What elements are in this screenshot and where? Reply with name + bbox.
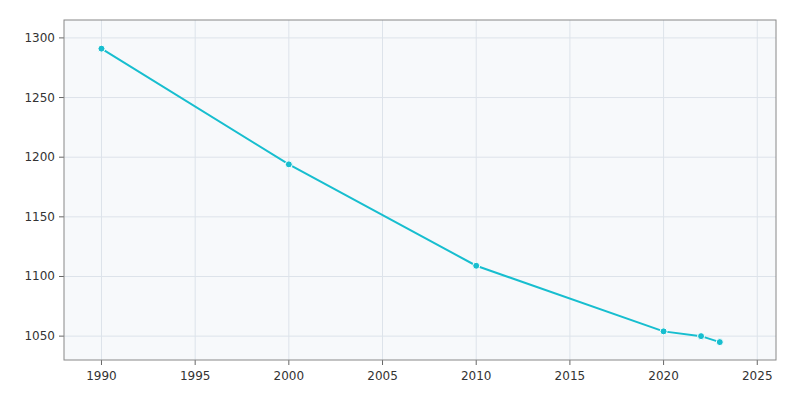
x-tick-label: 2025 [742, 369, 773, 383]
y-tick [59, 157, 64, 158]
plot-background [64, 20, 776, 360]
y-tick-label: 1100 [24, 269, 55, 283]
y-tick-label: 1300 [24, 31, 55, 45]
y-grid-line [64, 216, 776, 217]
point [98, 45, 105, 52]
point [716, 339, 723, 346]
line [101, 49, 719, 342]
axes: 1990 1995 2000 2005 2010 2015 2020 2025 1050 1100… [24, 31, 772, 383]
point [660, 328, 667, 335]
point [473, 262, 480, 269]
y-tick-label: 1050 [24, 329, 55, 343]
grid [64, 20, 776, 360]
y-tick [59, 37, 64, 38]
y-tick-label: 1150 [24, 210, 55, 224]
y-grid-line [64, 276, 776, 277]
x-tick-label: 2005 [367, 369, 398, 383]
x-grid-line [663, 20, 664, 360]
y-tick [59, 336, 64, 337]
x-grid-line [101, 20, 102, 360]
y-tick [59, 97, 64, 98]
x-tick [101, 360, 102, 365]
x-grid-line [288, 20, 289, 360]
y-tick-label: 1200 [24, 150, 55, 164]
x-tick [476, 360, 477, 365]
x-grid-line [382, 20, 383, 360]
x-grid-line [476, 20, 477, 360]
x-tick-label: 2020 [648, 369, 679, 383]
chart-container: 1990 1995 2000 2005 2010 2015 2020 2025 1050 1100… [0, 0, 800, 400]
x-tick [195, 360, 196, 365]
point [285, 161, 292, 168]
y-grid-line [64, 336, 776, 337]
x-tick [569, 360, 570, 365]
x-tick [382, 360, 383, 365]
chart-svg: 1990 1995 2000 2005 2010 2015 2020 2025 1050 1100… [0, 0, 800, 400]
y-grid-line [64, 37, 776, 38]
plot-frame [64, 20, 776, 360]
x-tick-label: 1995 [180, 369, 211, 383]
y-tick [59, 216, 64, 217]
x-grid-line [569, 20, 570, 360]
x-tick-label: 1990 [86, 369, 117, 383]
x-tick [663, 360, 664, 365]
x-tick-label: 2000 [274, 369, 305, 383]
data-layer [98, 45, 723, 345]
y-tick [59, 276, 64, 277]
point [698, 333, 705, 340]
y-grid-line [64, 157, 776, 158]
y-tick-label: 1250 [24, 91, 55, 105]
x-tick [288, 360, 289, 365]
x-tick [757, 360, 758, 365]
y-grid-line [64, 97, 776, 98]
x-tick-label: 2015 [555, 369, 586, 383]
x-tick-label: 2010 [461, 369, 492, 383]
x-grid-line [757, 20, 758, 360]
x-grid-line [195, 20, 196, 360]
